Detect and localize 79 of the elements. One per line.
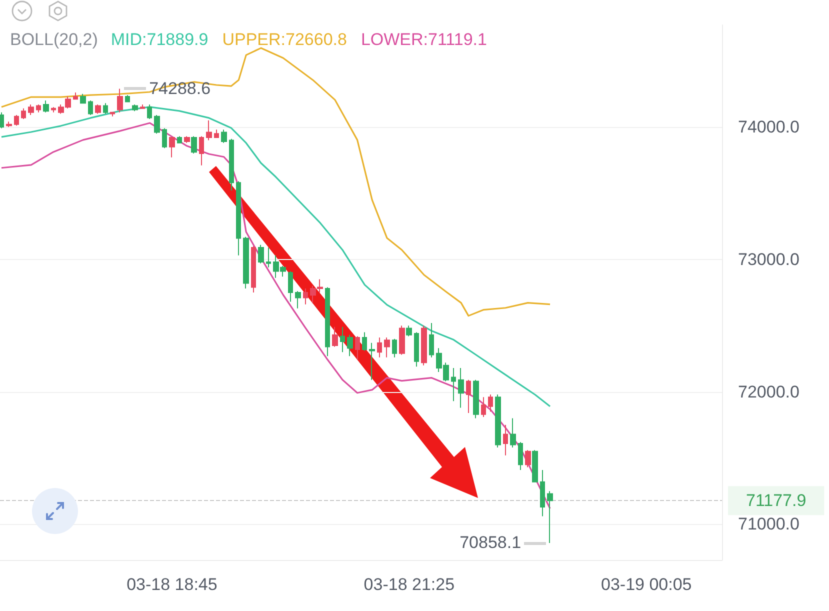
candlestick	[518, 442, 523, 470]
candlestick	[243, 236, 249, 290]
x-tick-label: 03-19 00:05	[601, 575, 692, 594]
y-tick-label: 71000.0	[738, 514, 800, 534]
candlestick	[392, 338, 397, 358]
text: LOWER:71119.1	[360, 30, 487, 49]
y-tick-label: 73000.0	[738, 250, 800, 269]
candlestick	[340, 326, 345, 353]
series-label: UPPER:72660.8	[222, 30, 347, 49]
candlestick	[525, 450, 531, 468]
candlestick	[21, 108, 26, 120]
candlestick	[251, 246, 256, 293]
candlestick	[14, 114, 19, 126]
candlestick	[51, 106, 56, 113]
candlestick	[199, 136, 204, 166]
candlestick	[488, 394, 493, 412]
candlestick	[206, 120, 212, 141]
candlestick	[332, 326, 338, 348]
candlestick	[154, 114, 160, 134]
legend-title: BOLL(20,2)	[10, 30, 98, 49]
candlestick	[532, 450, 538, 482]
ref-line-label: 71177.9	[746, 491, 806, 510]
candlestick	[347, 334, 353, 357]
candlestick	[147, 104, 152, 120]
candlestick	[221, 129, 227, 144]
candlestick	[414, 332, 419, 368]
candlestick	[95, 104, 101, 114]
candlestick	[169, 137, 175, 158]
candlestick	[303, 288, 308, 305]
y-tick-label: 72000.0	[738, 382, 800, 402]
candlestick	[421, 325, 427, 366]
candlestick	[377, 337, 382, 358]
candlestick	[295, 290, 301, 309]
candlestick	[110, 112, 115, 117]
candlestick	[429, 322, 434, 358]
candlestick	[406, 325, 412, 337]
annotation: 70858.1	[460, 532, 522, 554]
text: MID:71889.9	[110, 30, 208, 49]
candlestick	[80, 93, 86, 104]
candlestick	[28, 104, 34, 116]
candlestick	[362, 332, 367, 352]
candlestick	[325, 286, 330, 357]
candlestick	[88, 100, 93, 116]
candlestick	[214, 129, 219, 138]
candlestick	[229, 138, 234, 192]
candlestick	[288, 270, 293, 302]
candlestick	[473, 379, 479, 419]
candlestick	[184, 136, 190, 144]
candlestick	[140, 104, 145, 109]
y-tick-label: 74000.0	[738, 117, 800, 136]
candlestick	[466, 379, 471, 414]
candlestick	[258, 244, 264, 264]
x-tick-label: 03-18 18:45	[126, 575, 218, 594]
candlestick	[266, 246, 271, 268]
candlestick	[6, 121, 12, 128]
candlestick	[236, 180, 241, 256]
candlestick	[547, 490, 553, 544]
candlestick	[36, 104, 41, 113]
candlestick	[481, 396, 486, 418]
x-tick-label: 03-18 21:25	[364, 575, 455, 594]
candlestick	[369, 342, 375, 380]
candlestick	[162, 128, 167, 149]
candlestick	[177, 136, 182, 144]
candlestick	[384, 337, 390, 358]
candlestick	[73, 92, 78, 100]
candlestick	[495, 394, 501, 448]
candlestick	[117, 88, 123, 113]
candlestick	[458, 367, 464, 408]
candlestick	[103, 102, 108, 114]
candlestick	[399, 325, 405, 356]
candlestick	[451, 367, 456, 402]
candlestick	[125, 94, 130, 102]
candlestick	[132, 104, 138, 112]
candlestick	[503, 424, 508, 456]
candlestick	[355, 336, 360, 361]
candlestick	[510, 418, 516, 448]
candlestick	[191, 136, 197, 154]
candlestick	[540, 469, 545, 517]
candlestick	[43, 100, 49, 113]
